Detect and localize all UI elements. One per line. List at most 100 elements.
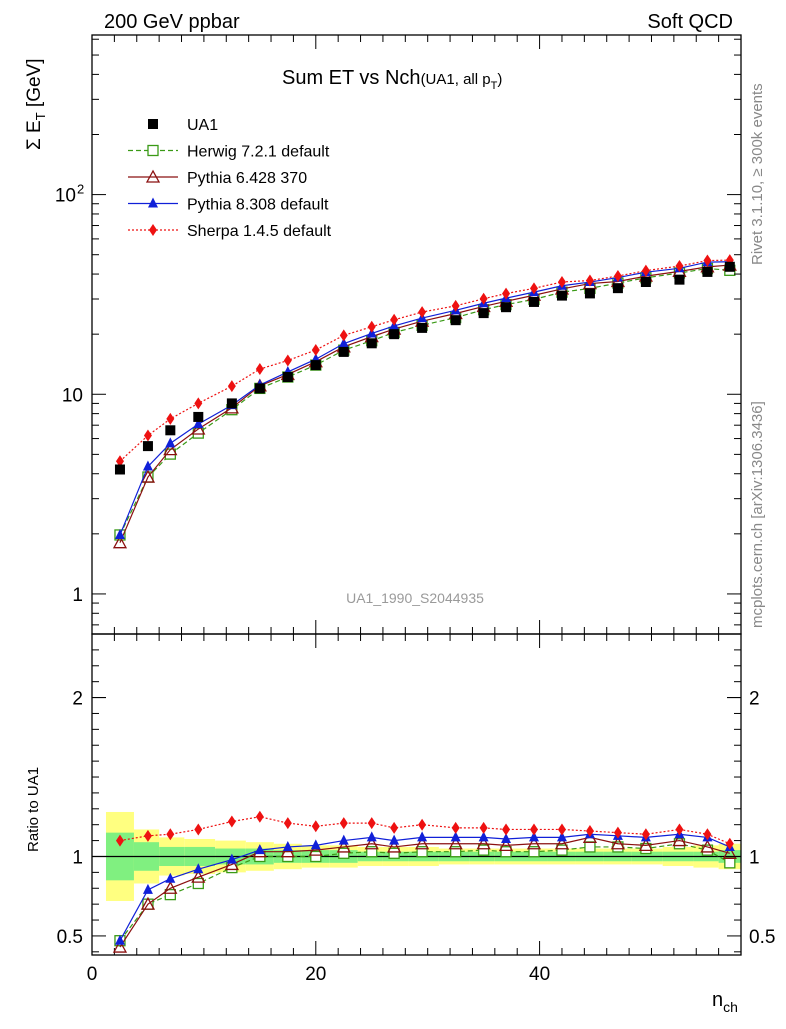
main-series-point [311,344,320,357]
main-series-point [255,363,264,376]
ratio-series-point [479,821,488,834]
ratio-series-point [526,836,542,850]
x-axis-label-index: ch [723,999,738,1015]
ratio-series-point [557,823,566,836]
main-series-point [115,455,124,468]
data-point [114,464,125,475]
main-y-tick-label: 10 [62,385,83,406]
chart-title-close: ) [497,71,502,88]
ratio-series-point [476,836,491,850]
ratio-y-tick-label-right: 0.5 [749,927,775,948]
data-point [501,302,512,313]
data-point [450,315,461,326]
data-point [226,398,237,409]
ratio-series-point [448,836,463,850]
ratio-series-point [501,832,512,843]
main-series-1 [112,257,737,549]
legend-marker [147,144,159,157]
main-series-point [479,292,488,305]
ratio-series-point [418,818,427,831]
main-series-point [165,437,176,448]
x-axis-label-main: n [712,989,723,1011]
main-series-point [613,270,622,283]
ratio-series-line [119,836,730,948]
ratio-series-point [554,836,570,850]
main-series-point [585,274,594,287]
data-point [389,329,400,340]
legend-marker [145,169,161,183]
ratio-y-tick-label-left: 2 [72,689,83,710]
ratio-series-point [338,847,350,859]
ratio-series-point [414,836,430,850]
ratio-series-point [165,872,176,883]
ratio-series-point [417,831,428,842]
data-point [724,261,735,272]
main-series-line [119,259,730,462]
main-series-3 [115,254,734,468]
main-series-point [339,329,348,342]
main-series-2 [114,255,735,539]
ratio-series-point [339,817,348,830]
data-point [366,338,377,349]
main-series-line [119,267,730,536]
main-series-line [119,264,730,543]
ratio-series-point [112,939,128,953]
data-point [142,441,153,452]
ratio-plot: 0 20 40 0.5 0.5 1 1 2 2 [57,633,775,985]
y-axis-label-unit: [GeV] [24,58,45,112]
main-series-point [143,429,152,442]
ratio-series-point [191,869,206,883]
y-axis-label-index: T [33,112,48,120]
ratio-series-1 [112,830,737,953]
main-series-point [641,264,650,277]
ratio-frame [91,633,742,956]
legend: UA1 Herwig 7.2.1 default Pythia 6.428 370 P… [128,117,332,240]
ratio-series-point [115,834,124,847]
ratio-series-point [638,837,653,852]
ratio-series-point [556,844,568,856]
ratio-series-point [310,850,322,863]
main-series-point [451,299,460,312]
main-series-point [194,397,203,410]
ratio-series-point [722,845,737,859]
ratio-series-point [308,842,323,856]
side-label-mcplots: mcplots.cern.ch [arXiv:1306.3436] [749,401,766,628]
ratio-series-point [387,839,402,853]
legend-marker [148,197,158,208]
ratio-series-point [283,817,292,830]
x-tick-label: 0 [87,964,98,985]
main-series-point [166,412,175,425]
data-point [282,372,293,383]
ratio-y-ticks [92,649,741,953]
ratio-series-point [478,831,489,842]
ratio-series-point [227,815,236,828]
ratio-series-point [142,883,153,894]
ratio-series-point [390,821,399,834]
ratio-series-point [725,837,734,850]
main-series-point [338,337,349,348]
main-series-point [140,469,156,483]
ratio-series-point [255,810,264,823]
legend-entry: Herwig 7.2.1 default [128,144,330,161]
main-series-point [283,354,292,367]
ratio-y-tick-label-right: 1 [749,847,760,868]
main-series-point [529,282,538,295]
ratio-y-tick-label-left: 1 [72,847,83,868]
main-series-point [502,287,511,300]
ratio-series-point [451,821,460,834]
ratio-series-point [164,888,176,901]
main-y-tick-label-exp: 2 [77,182,84,197]
main-series-point [703,254,712,267]
main-y-tick-label: 10 [55,186,76,207]
data-point [528,296,539,307]
ratio-series-point [389,834,400,845]
main-y-tick-label: 1 [72,585,83,606]
ratio-series-point [192,877,204,890]
ratio-series-point [280,844,295,858]
chart-title-sub-index: T [491,80,498,92]
ratio-series-point [584,841,596,853]
data-point [254,383,265,394]
ratio-series-point [500,846,512,858]
